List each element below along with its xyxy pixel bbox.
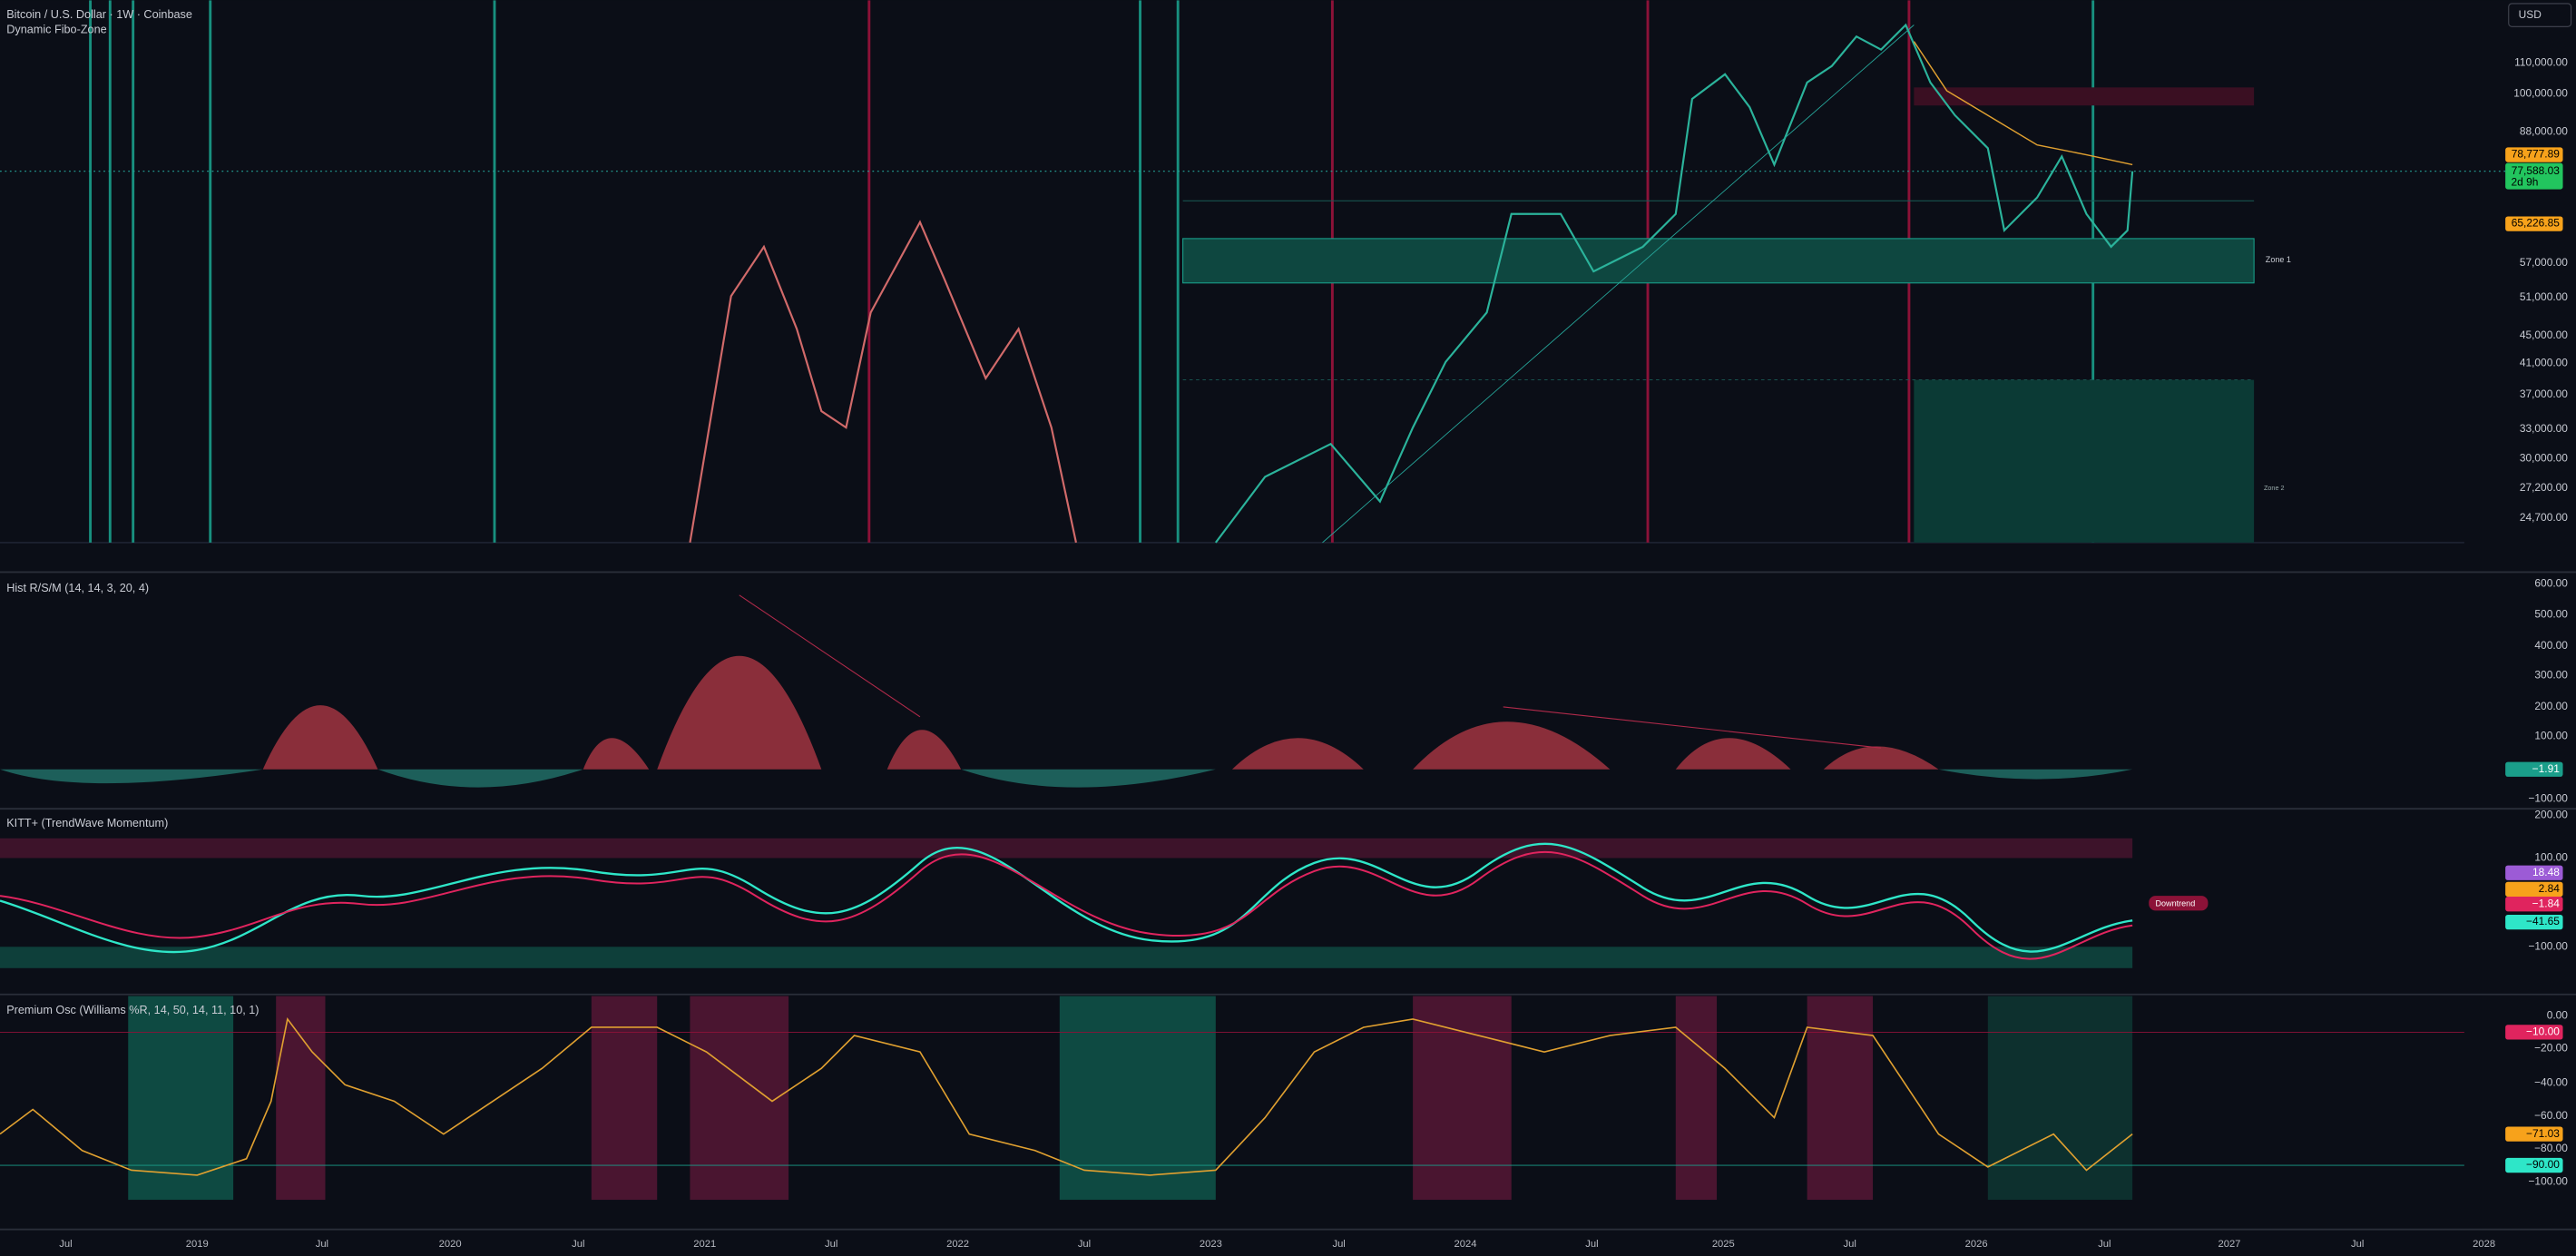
time-label: Jul <box>59 1239 72 1250</box>
downtrend-tag <box>2149 896 2209 911</box>
badge-label: 78,777.89 <box>2512 148 2560 161</box>
price-badge <box>2505 1157 2563 1173</box>
axis-label: 27,200.00 <box>2520 481 2568 494</box>
axis-label: −40.00 <box>2534 1076 2568 1089</box>
axis-label: 100,000.00 <box>2513 87 2568 100</box>
time-label: 2028 <box>2473 1239 2495 1250</box>
indicator-name: Dynamic Fibo-Zone <box>6 23 106 35</box>
time-label: Jul <box>1844 1239 1856 1250</box>
axis-label: 300.00 <box>2534 669 2568 682</box>
axis-label: 33,000.00 <box>2520 422 2568 435</box>
axis-label: 600.00 <box>2534 576 2568 589</box>
price-badge <box>2505 897 2563 912</box>
time-label: Jul <box>1078 1239 1091 1250</box>
axis-label: 200.00 <box>2534 809 2568 821</box>
axis-label: 110,000.00 <box>2514 55 2568 68</box>
time-label: Jul <box>572 1239 584 1250</box>
badge-label: 77,588.03 <box>2512 164 2560 177</box>
price-badge <box>2505 865 2563 880</box>
price-path <box>1214 23 2134 544</box>
pane-title: Hist R/S/M (14, 14, 3, 20, 4) <box>6 582 149 594</box>
time-label: 2022 <box>946 1239 969 1250</box>
axis-label: 200.00 <box>2534 700 2568 712</box>
badge-label: 18.48 <box>2532 866 2560 878</box>
price-badge <box>2505 1025 2563 1040</box>
time-label: 2026 <box>1965 1239 1988 1250</box>
time-label: 2024 <box>1455 1239 1477 1250</box>
axis-label: 88,000.00 <box>2520 124 2568 137</box>
trendline <box>1322 25 1915 544</box>
price-badge <box>2505 881 2563 898</box>
chart-title: Bitcoin / U.S. Dollar · 1W · Coinbase <box>6 8 192 21</box>
badge-label: −1.91 <box>2532 762 2561 775</box>
currency-button[interactable] <box>2508 3 2572 27</box>
axis-label: 0.00 <box>2547 1008 2569 1021</box>
time-label: 2025 <box>1712 1239 1735 1250</box>
currency[interactable]: USD <box>2519 8 2542 21</box>
time-label: 2023 <box>1200 1239 1222 1250</box>
axis-label: −100.00 <box>2528 939 2568 952</box>
time-label: 2020 <box>439 1239 462 1250</box>
badge-label: −71.03 <box>2526 1127 2560 1140</box>
ma-line <box>1913 41 2133 166</box>
axis-label: 37,000.00 <box>2520 388 2568 400</box>
price-badge <box>2505 761 2563 777</box>
axis-label: 51,000.00 <box>2520 290 2568 303</box>
price-badge <box>2505 914 2563 930</box>
time-label: 2027 <box>2218 1239 2240 1250</box>
badge-label: −41.65 <box>2526 915 2560 927</box>
axis-label: 100.00 <box>2534 851 2568 864</box>
badge-label: 65,226.85 <box>2512 217 2560 230</box>
axis-label: 45,000.00 <box>2520 329 2568 341</box>
osc-bands <box>0 996 2464 1201</box>
time-label: 2019 <box>186 1239 209 1250</box>
kitt-momentum <box>0 838 2133 968</box>
time-label: Jul <box>2351 1239 2364 1250</box>
axis-label: 100.00 <box>2534 730 2568 742</box>
price-badge <box>2505 1126 2563 1142</box>
zone-1 <box>1182 238 2255 284</box>
price-path <box>689 220 1077 544</box>
histogram <box>0 594 2133 788</box>
badge-label: 2d 9h <box>2511 175 2538 188</box>
badge-label: −1.84 <box>2532 897 2561 909</box>
axis-label: −100.00 <box>2528 1174 2568 1187</box>
badge-label: −90.00 <box>2526 1158 2560 1171</box>
axis-label: 30,000.00 <box>2520 452 2568 465</box>
axis-label: −20.00 <box>2534 1042 2568 1055</box>
axis-label: −100.00 <box>2528 791 2568 804</box>
time-label: Jul <box>316 1239 328 1250</box>
time-label: Jul <box>825 1239 837 1250</box>
axis-label: 24,700.00 <box>2520 511 2568 524</box>
zone-label: Zone 2 <box>2264 484 2285 492</box>
zone-2 <box>1914 379 2255 543</box>
pane-title: KITT+ (TrendWave Momentum) <box>6 817 168 829</box>
badge-label: −10.00 <box>2526 1025 2560 1038</box>
time-label: Jul <box>1585 1239 1598 1250</box>
pane-separators <box>0 541 2576 1231</box>
price-badge <box>2505 216 2563 231</box>
williams-r <box>0 1016 2133 1176</box>
trend-tag: Downtrend <box>2155 899 2195 908</box>
axis-label: −60.00 <box>2534 1109 2568 1122</box>
resistance-zone <box>1914 87 2255 106</box>
axis-label: −80.00 <box>2534 1142 2568 1154</box>
axis-label: 400.00 <box>2534 639 2568 652</box>
time-label: 2021 <box>693 1239 716 1250</box>
price-badge <box>2505 147 2563 162</box>
price-badge <box>2505 162 2563 190</box>
axis-label: 500.00 <box>2534 608 2568 621</box>
zone-label: Zone 1 <box>2266 255 2291 264</box>
time-label: Jul <box>2098 1239 2111 1250</box>
badge-label: 2.84 <box>2539 882 2561 895</box>
time-label: Jul <box>1332 1239 1345 1250</box>
axis-label: 41,000.00 <box>2520 357 2568 369</box>
axis-label: 57,000.00 <box>2520 256 2568 269</box>
pane-title: Premium Osc (Williams %R, 14, 50, 14, 11… <box>6 1004 259 1016</box>
